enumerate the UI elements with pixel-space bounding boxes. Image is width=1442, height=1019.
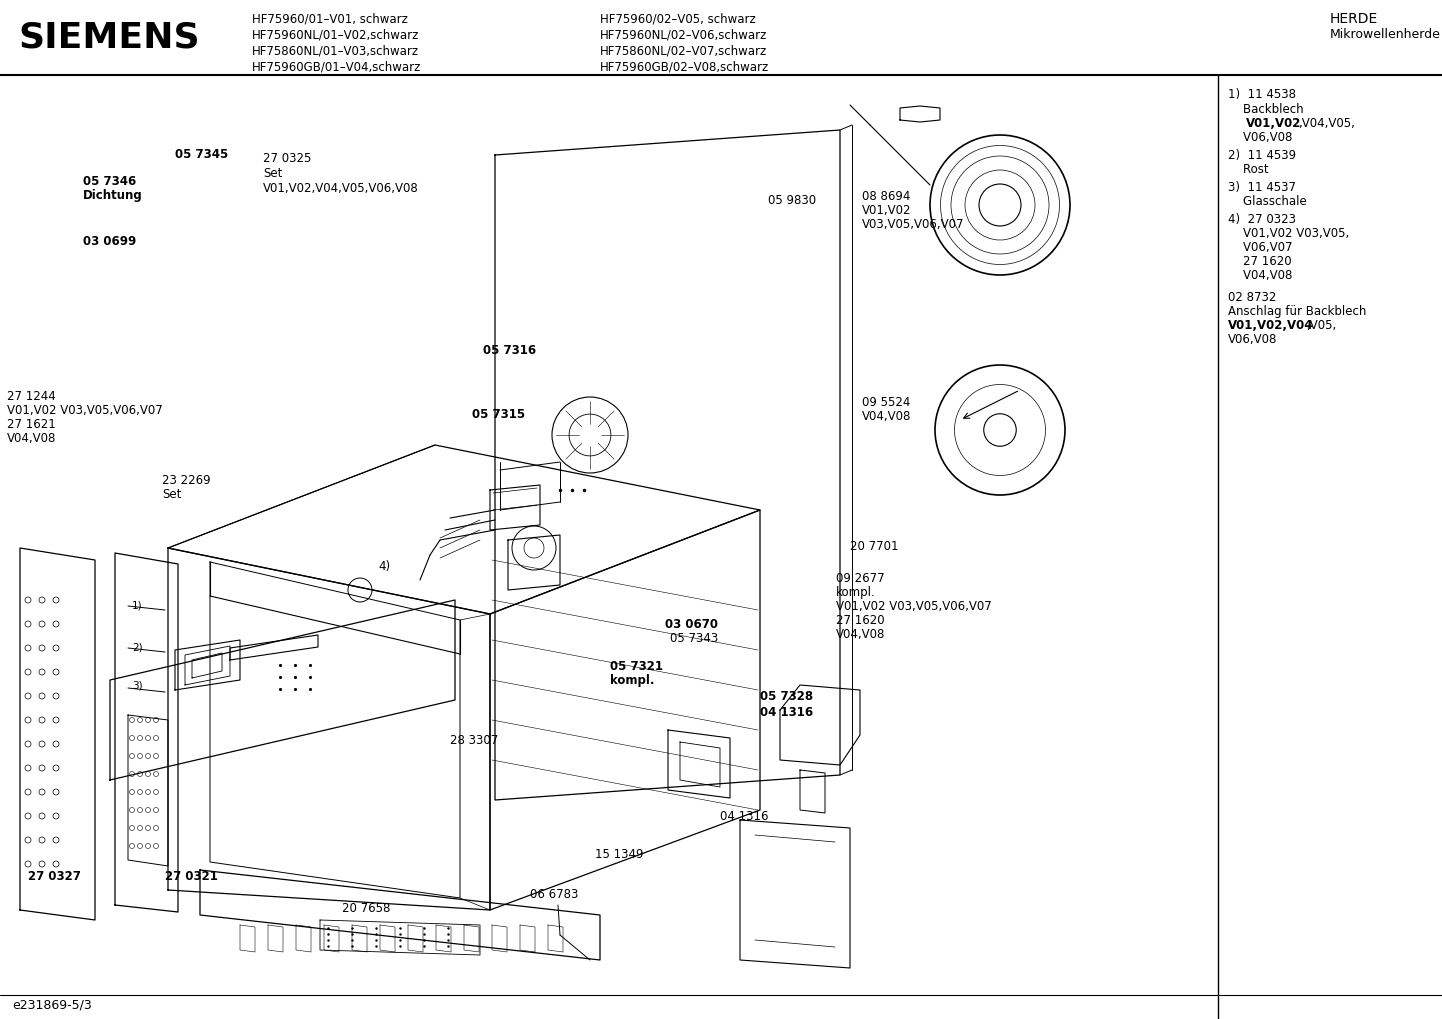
Text: Backblech: Backblech: [1229, 103, 1304, 116]
Text: 03 0670: 03 0670: [665, 618, 718, 631]
Text: SIEMENS: SIEMENS: [17, 20, 199, 54]
Text: 27 0321: 27 0321: [164, 870, 218, 883]
Text: 05 7343: 05 7343: [671, 632, 718, 645]
Text: 27 1620: 27 1620: [1229, 255, 1292, 268]
Text: 27 0325: 27 0325: [262, 152, 311, 165]
Text: HERDE: HERDE: [1330, 12, 1379, 26]
Text: ,V05,: ,V05,: [1306, 319, 1337, 332]
Text: 04 1316: 04 1316: [760, 706, 813, 719]
Text: V01,V02,V04,V05,V06,V08: V01,V02,V04,V05,V06,V08: [262, 182, 418, 195]
Text: 15 1349: 15 1349: [596, 848, 643, 861]
Text: 03 0699: 03 0699: [84, 235, 136, 248]
Text: kompl.: kompl.: [836, 586, 875, 599]
Text: V04,V08: V04,V08: [7, 432, 56, 445]
Text: V01,V02,V04: V01,V02,V04: [1229, 319, 1314, 332]
Text: HF75960GB/02–V08,schwarz: HF75960GB/02–V08,schwarz: [600, 60, 769, 73]
Text: V01,V02 V03,V05,V06,V07: V01,V02 V03,V05,V06,V07: [836, 600, 992, 613]
Text: ,V04,V05,: ,V04,V05,: [1298, 117, 1355, 130]
Text: V03,V05,V06,V07: V03,V05,V06,V07: [862, 218, 965, 231]
Text: 27 1621: 27 1621: [7, 418, 56, 431]
Text: 1): 1): [133, 600, 143, 610]
Text: 06 6783: 06 6783: [531, 888, 578, 901]
Text: Set: Set: [262, 167, 283, 180]
Text: V01,V02: V01,V02: [862, 204, 911, 217]
Text: V04,V08: V04,V08: [836, 628, 885, 641]
Text: 02 8732: 02 8732: [1229, 291, 1276, 304]
Text: 09 2677: 09 2677: [836, 572, 884, 585]
Text: 4): 4): [378, 560, 391, 573]
Text: 20 7701: 20 7701: [849, 540, 898, 553]
Text: V04,V08: V04,V08: [1229, 269, 1292, 282]
Text: 2)  11 4539: 2) 11 4539: [1229, 149, 1296, 162]
Text: 23 2269: 23 2269: [162, 474, 211, 487]
Text: e231869-5/3: e231869-5/3: [12, 998, 92, 1011]
Text: 27 1620: 27 1620: [836, 614, 884, 627]
Text: 4)  27 0323: 4) 27 0323: [1229, 213, 1296, 226]
Text: Dichtung: Dichtung: [84, 189, 143, 202]
Text: Rost: Rost: [1229, 163, 1269, 176]
Text: 2): 2): [133, 642, 143, 652]
Text: 05 7315: 05 7315: [472, 408, 525, 421]
Text: Set: Set: [162, 488, 182, 501]
Text: V06,V08: V06,V08: [1229, 131, 1292, 144]
Text: 09 5524: 09 5524: [862, 396, 910, 409]
Text: 05 7346: 05 7346: [84, 175, 136, 187]
Text: 05 9830: 05 9830: [769, 194, 816, 207]
Text: HF75960/02–V05, schwarz: HF75960/02–V05, schwarz: [600, 12, 756, 25]
Text: 05 7316: 05 7316: [483, 344, 536, 357]
Text: 05 7345: 05 7345: [174, 148, 228, 161]
Text: 3)  11 4537: 3) 11 4537: [1229, 181, 1296, 194]
Text: V01,V02: V01,V02: [1246, 117, 1301, 130]
Text: 05 7321: 05 7321: [610, 660, 663, 673]
Text: V01,V02 V03,V05,V06,V07: V01,V02 V03,V05,V06,V07: [7, 404, 163, 417]
Text: 27 1244: 27 1244: [7, 390, 56, 403]
Text: Glasschale: Glasschale: [1229, 195, 1306, 208]
Text: 27 0327: 27 0327: [27, 870, 81, 883]
Text: 3): 3): [133, 680, 143, 690]
Text: 1)  11 4538: 1) 11 4538: [1229, 88, 1296, 101]
Text: 28 3307: 28 3307: [450, 734, 499, 747]
Text: HF75960NL/02–V06,schwarz: HF75960NL/02–V06,schwarz: [600, 28, 767, 41]
Text: HF75860NL/02–V07,schwarz: HF75860NL/02–V07,schwarz: [600, 44, 767, 57]
Text: HF75960/01–V01, schwarz: HF75960/01–V01, schwarz: [252, 12, 408, 25]
Text: 20 7658: 20 7658: [342, 902, 391, 915]
Text: kompl.: kompl.: [610, 674, 655, 687]
Text: 08 8694: 08 8694: [862, 190, 910, 203]
Text: HF75860NL/01–V03,schwarz: HF75860NL/01–V03,schwarz: [252, 44, 420, 57]
Text: V04,V08: V04,V08: [862, 410, 911, 423]
Text: Anschlag für Backblech: Anschlag für Backblech: [1229, 305, 1367, 318]
Text: V06,V07: V06,V07: [1229, 242, 1292, 254]
Text: 04 1316: 04 1316: [720, 810, 769, 823]
Text: Mikrowellenherde: Mikrowellenherde: [1330, 28, 1441, 41]
Text: 05 7328: 05 7328: [760, 690, 813, 703]
Text: V06,V08: V06,V08: [1229, 333, 1278, 346]
Text: V01,V02 V03,V05,: V01,V02 V03,V05,: [1229, 227, 1350, 240]
Text: HF75960NL/01–V02,schwarz: HF75960NL/01–V02,schwarz: [252, 28, 420, 41]
Text: HF75960GB/01–V04,schwarz: HF75960GB/01–V04,schwarz: [252, 60, 421, 73]
